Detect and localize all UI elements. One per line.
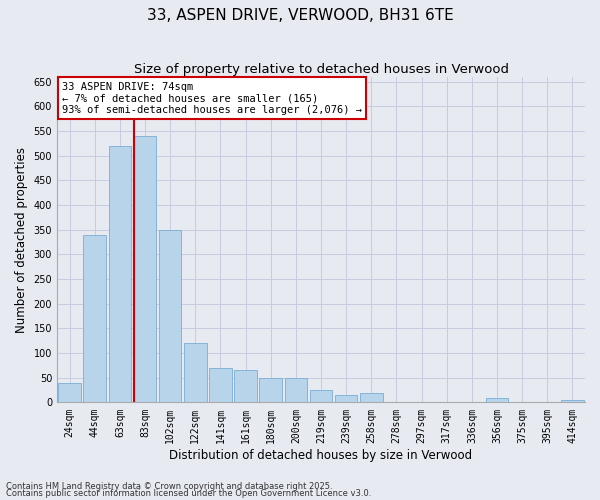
Bar xyxy=(335,395,358,402)
Bar xyxy=(360,392,383,402)
Bar xyxy=(310,390,332,402)
Y-axis label: Number of detached properties: Number of detached properties xyxy=(15,146,28,332)
Bar xyxy=(259,378,282,402)
Text: 33 ASPEN DRIVE: 74sqm
← 7% of detached houses are smaller (165)
93% of semi-deta: 33 ASPEN DRIVE: 74sqm ← 7% of detached h… xyxy=(62,82,362,115)
Text: Contains HM Land Registry data © Crown copyright and database right 2025.: Contains HM Land Registry data © Crown c… xyxy=(6,482,332,491)
X-axis label: Distribution of detached houses by size in Verwood: Distribution of detached houses by size … xyxy=(169,450,473,462)
Bar xyxy=(58,382,81,402)
Text: 33, ASPEN DRIVE, VERWOOD, BH31 6TE: 33, ASPEN DRIVE, VERWOOD, BH31 6TE xyxy=(146,8,454,22)
Bar xyxy=(134,136,157,402)
Bar xyxy=(561,400,584,402)
Bar xyxy=(109,146,131,403)
Text: Contains public sector information licensed under the Open Government Licence v3: Contains public sector information licen… xyxy=(6,489,371,498)
Bar xyxy=(83,234,106,402)
Bar xyxy=(485,398,508,402)
Bar xyxy=(159,230,181,402)
Bar xyxy=(209,368,232,402)
Bar xyxy=(284,378,307,402)
Title: Size of property relative to detached houses in Verwood: Size of property relative to detached ho… xyxy=(134,62,509,76)
Bar xyxy=(234,370,257,402)
Bar xyxy=(184,343,206,402)
